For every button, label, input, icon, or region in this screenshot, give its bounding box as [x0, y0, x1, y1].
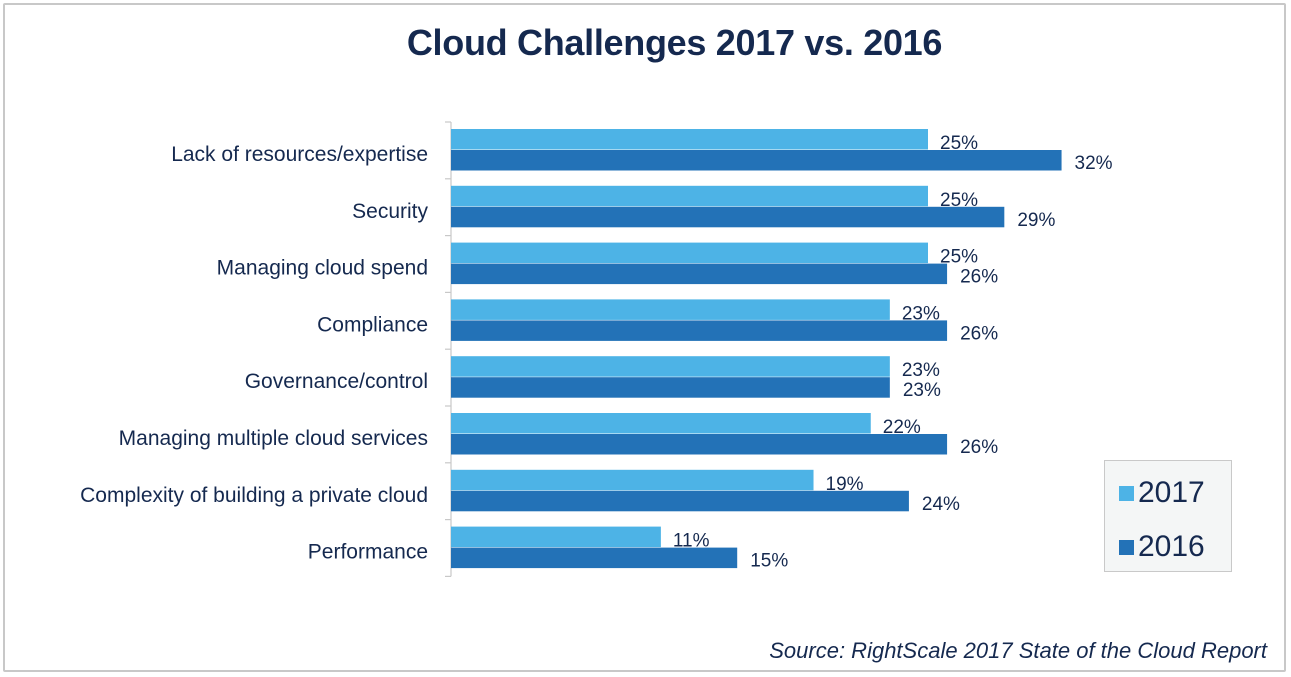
chart-title: Cloud Challenges 2017 vs. 2016: [406, 22, 943, 63]
legend-item-2016: 2016: [1119, 532, 1205, 562]
bar-2016: [451, 377, 890, 398]
y-axis: [445, 121, 452, 578]
category-label: Managing cloud spend: [217, 257, 428, 280]
data-label-2017: 25%: [940, 133, 978, 154]
category-label: Compliance: [317, 313, 428, 336]
bar-2017: [451, 526, 661, 548]
bars: [451, 129, 1062, 569]
bar-2017: [451, 356, 890, 377]
data-label-2017: 25%: [940, 190, 978, 211]
data-label-2017: 22%: [883, 417, 921, 438]
bar-2016: [451, 434, 948, 455]
bar-2017: [451, 242, 928, 264]
bar-2016: [451, 320, 948, 341]
category-label: Complexity of building a private cloud: [80, 484, 428, 507]
category-label: Performance: [308, 541, 428, 564]
data-label-2016: 26%: [960, 323, 998, 344]
category-label: Lack of resources/expertise: [171, 143, 428, 166]
legend-label-2017: 2017: [1138, 476, 1205, 509]
data-label-2017: 11%: [673, 531, 710, 552]
bar-2016: [451, 150, 1062, 171]
data-label-2016: 32%: [1075, 153, 1113, 174]
bar-2017: [451, 299, 890, 320]
legend-label-2016: 2016: [1138, 530, 1205, 563]
legend-swatch-2017: [1119, 485, 1134, 501]
data-labels: 25%32%25%29%25%26%23%26%23%23%22%26%19%2…: [673, 133, 1113, 572]
category-label: Governance/control: [245, 370, 428, 393]
bar-2016: [451, 263, 948, 285]
bar-2016: [451, 490, 909, 512]
data-label-2016: 15%: [750, 551, 788, 572]
data-label-2016: 26%: [960, 437, 998, 458]
data-label-2016: 24%: [922, 494, 960, 515]
data-label-2016: 29%: [1017, 210, 1055, 231]
category-label: Security: [352, 200, 428, 223]
bar-2017: [451, 129, 928, 150]
bar-2017: [451, 413, 871, 434]
legend-swatch-2016: [1119, 539, 1134, 555]
data-label-2016: 26%: [960, 267, 998, 288]
category-labels: Lack of resources/expertise Security Manag…: [80, 143, 428, 564]
bar-2016: [451, 547, 738, 569]
data-label-2017: 23%: [902, 303, 940, 324]
category-label: Managing multiple cloud services: [119, 427, 428, 450]
legend: 2017 2016: [1104, 460, 1232, 572]
source-note: Source: RightScale 2017 State of the Clo…: [769, 638, 1267, 663]
data-label-2017: 25%: [940, 247, 978, 268]
bar-2017: [451, 185, 928, 207]
data-label-2017: 23%: [902, 360, 940, 381]
bar-2017: [451, 469, 814, 491]
bar-2016: [451, 206, 1005, 228]
data-label-2016: 23%: [903, 380, 941, 401]
data-label-2017: 19%: [826, 474, 864, 495]
legend-item-2017: 2017: [1119, 478, 1205, 508]
